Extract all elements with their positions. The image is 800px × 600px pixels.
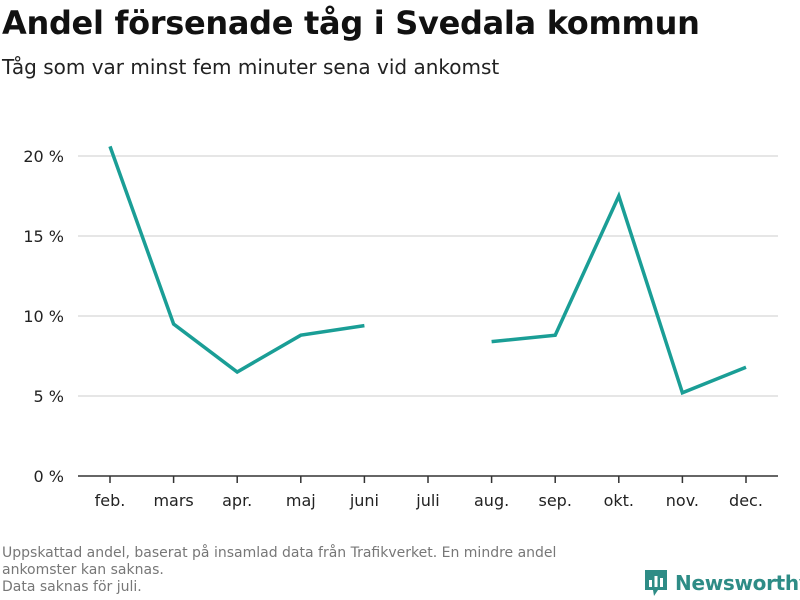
y-tick-label: 15 % [23,227,64,246]
footnote: Uppskattad andel, baserat på insamlad da… [2,545,632,596]
chart-title: Andel försenade tåg i Svedala kommun [2,4,700,42]
newsworthy-logo-icon [645,570,667,596]
brand-name: Newsworthy [675,571,800,595]
footnote-line: Data saknas för juli. [2,579,142,595]
footnote-line: Uppskattad andel, baserat på insamlad da… [2,545,557,578]
brand-logo: Newsworthy [643,568,800,598]
series-lines [108,145,747,396]
x-tick-label: maj [286,491,316,510]
x-tick-label: aug. [474,491,509,510]
y-tick-label: 20 % [23,147,64,166]
x-tick-label: apr. [222,491,252,510]
series-line [108,145,365,375]
x-tick-label: juli [415,491,439,510]
gridlines [78,155,778,397]
series-line [491,191,747,396]
y-tick-label: 5 % [34,387,64,406]
y-axis-ticks: 0 % 5 % 10 % 15 % 20 % [23,147,64,486]
x-tick-label: juni [349,491,379,510]
y-tick-label: 10 % [23,307,64,326]
line-chart: 0 % 5 % 10 % 15 % 20 % feb. mars apr. maj juni ju… [23,145,778,510]
x-tick-label: okt. [604,491,634,510]
x-tick-label: feb. [95,491,126,510]
x-axis-ticks: feb. mars apr. maj juni juli aug. sep. okt. nov. d… [78,475,778,510]
x-tick-label: sep. [538,491,571,510]
x-tick-label: nov. [666,491,699,510]
x-tick-label: dec. [729,491,763,510]
chart-subtitle: Tåg som var minst fem minuter sena vid a… [2,55,500,79]
x-tick-label: mars [153,491,193,510]
y-tick-label: 0 % [34,467,64,486]
